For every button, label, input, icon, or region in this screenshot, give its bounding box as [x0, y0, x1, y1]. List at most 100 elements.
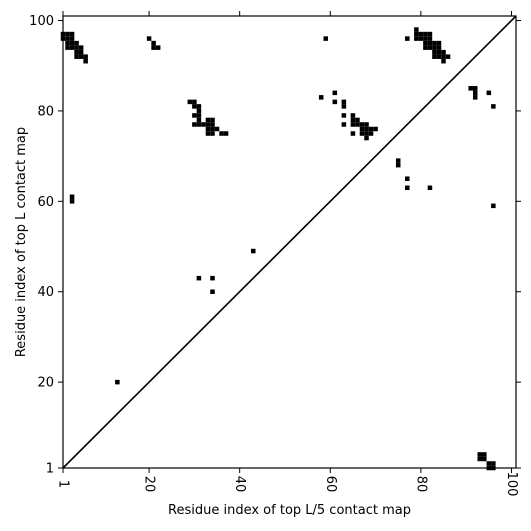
contact-point-upper-40 [205, 126, 211, 132]
contact-point-upper-70 [364, 135, 369, 141]
contact-point-upper-45 [219, 131, 224, 136]
contact-point-upper-58 [350, 122, 356, 127]
contact-point-upper-100 [445, 54, 451, 59]
plot-frame [62, 15, 517, 469]
contact-point-upper-86 [423, 40, 428, 46]
contact-point-upper-46 [223, 131, 229, 136]
x-axis-ticks: 1 20 40 60 80 100 [56, 11, 519, 496]
contact-point-upper-95 [436, 49, 442, 55]
contact-point-upper-94 [432, 49, 437, 55]
contact-point-upper-74 [405, 185, 410, 191]
contact-point-upper-71 [395, 158, 401, 163]
contact-point-upper-3 [65, 36, 70, 41]
contact-point-upper-44 [210, 131, 215, 136]
contact-point-upper-52 [341, 104, 347, 109]
contact-point-upper-109 [196, 275, 202, 281]
contact-point-upper-35 [201, 122, 206, 127]
contact-point-upper-7 [69, 45, 75, 50]
contact-point-upper-88 [427, 40, 433, 46]
contact-point-upper-27 [192, 104, 197, 109]
contact-point-upper-90 [432, 40, 437, 46]
contact-point-upper-20 [69, 199, 75, 204]
contact-point-upper-6 [69, 40, 75, 46]
contact-point-upper-13 [78, 49, 84, 55]
contact-point-upper-17 [83, 54, 88, 59]
y-tick-label-1: 20 [37, 376, 54, 391]
diagonal-line [62, 15, 517, 469]
x-tick-label-4: 80 [413, 476, 428, 493]
contact-point-upper-78 [414, 31, 419, 37]
contact-point-upper-97 [432, 54, 437, 59]
contact-point-upper-53 [341, 113, 347, 118]
contact-point-upper-91 [436, 40, 442, 46]
contact-point-upper-37 [205, 122, 211, 127]
contact-point-upper-19 [69, 194, 75, 200]
contact-point-upper-80 [414, 36, 419, 41]
upper-triangle-contacts [60, 27, 496, 385]
contact-point-upper-79 [418, 31, 424, 37]
contact-point-upper-12 [78, 45, 84, 50]
contact-point-upper-65 [373, 126, 378, 132]
contact-point-upper-32 [196, 117, 202, 123]
contact-point-upper-105 [472, 95, 478, 100]
contact-point-upper-47 [323, 36, 329, 41]
x-tick-label-0: 1 [56, 480, 71, 488]
contact-point-upper-43 [205, 131, 211, 136]
contact-point-upper-63 [364, 126, 369, 132]
x-tick-label-2: 40 [232, 476, 247, 493]
contact-point-upper-87 [423, 45, 428, 50]
contact-point-upper-33 [192, 122, 197, 127]
contact-point-upper-29 [196, 108, 202, 114]
contact-point-upper-14 [74, 49, 79, 55]
contact-point-upper-22 [151, 40, 156, 46]
contact-point-upper-69 [368, 131, 374, 136]
contact-point-lower-3 [482, 456, 487, 462]
y-tick-label-0: 1 [46, 462, 54, 477]
contact-point-upper-89 [427, 45, 433, 50]
y-tick-label-2: 40 [37, 285, 54, 300]
contact-point-upper-28 [196, 104, 202, 109]
contact-point-upper-57 [355, 117, 360, 123]
contact-point-upper-73 [405, 176, 410, 181]
contact-point-upper-16 [78, 54, 84, 59]
contact-point-upper-96 [441, 49, 446, 55]
contact-point-upper-113 [115, 379, 120, 385]
y-tick-label-4: 80 [37, 104, 54, 119]
contact-point-lower-5 [491, 461, 496, 466]
contact-point-upper-51 [341, 99, 347, 105]
contact-point-upper-81 [418, 36, 424, 41]
contact-point-upper-30 [192, 113, 197, 118]
contact-point-upper-75 [427, 185, 433, 191]
contact-point-upper-4 [69, 31, 75, 37]
contact-point-upper-49 [332, 90, 338, 96]
y-tick-label-5: 100 [29, 14, 54, 29]
contact-point-upper-106 [486, 90, 492, 96]
contact-point-upper-25 [187, 99, 193, 105]
contact-point-upper-92 [432, 45, 437, 50]
contact-point-upper-85 [427, 36, 433, 41]
contact-point-upper-101 [441, 58, 446, 64]
contact-point-upper-112 [251, 248, 256, 254]
contact-point-upper-102 [468, 86, 473, 91]
contact-point-upper-107 [491, 104, 496, 109]
contact-point-upper-41 [210, 126, 215, 132]
contact-point-upper-38 [210, 117, 215, 123]
contact-point-upper-60 [359, 122, 365, 127]
contact-point-upper-54 [341, 122, 347, 127]
contact-point-upper-5 [69, 36, 75, 41]
contact-point-upper-11 [74, 45, 79, 50]
x-axis-title: Residue index of top L/5 contact map [168, 503, 411, 518]
contact-point-upper-82 [423, 31, 428, 37]
contact-point-upper-84 [423, 36, 428, 41]
contact-point-upper-110 [210, 275, 215, 281]
contact-point-upper-66 [350, 131, 356, 136]
contact-point-upper-72 [395, 162, 401, 168]
contact-point-upper-61 [364, 122, 369, 127]
x-tick-label-5: 100 [504, 472, 519, 497]
contact-point-upper-62 [359, 126, 365, 132]
contact-point-upper-10 [74, 40, 79, 46]
contact-point-upper-98 [436, 54, 442, 59]
contact-point-lower-1 [482, 452, 487, 457]
contact-point-upper-24 [155, 45, 161, 50]
